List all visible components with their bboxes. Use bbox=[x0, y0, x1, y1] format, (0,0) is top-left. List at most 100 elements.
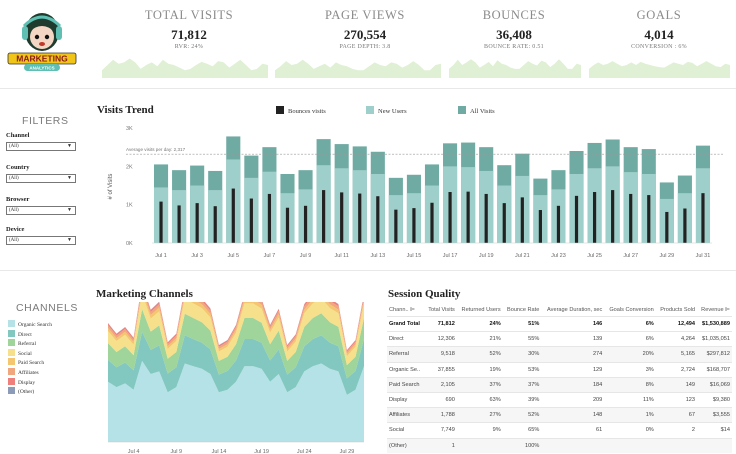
table-cell: 184 bbox=[541, 376, 605, 393]
legend-swatch bbox=[8, 387, 15, 395]
column-header[interactable]: Bounce Rate bbox=[506, 307, 540, 313]
kpi-title: TOTAL VISITS bbox=[144, 8, 234, 22]
kpi-subtitle: BOUNCE RATE: 0.51 bbox=[484, 44, 544, 50]
legend-swatch bbox=[8, 320, 15, 327]
column-header[interactable]: Goals Conversion bbox=[609, 307, 654, 313]
channel-legend-item[interactable]: Referral bbox=[8, 339, 36, 347]
table-cell: 20% bbox=[604, 346, 656, 363]
table-cell: 9,518 bbox=[424, 346, 457, 363]
channel-legend-item[interactable]: Direct bbox=[8, 329, 32, 338]
bar-bounces bbox=[376, 196, 380, 243]
table-cell: 27% bbox=[456, 407, 503, 423]
table-cell: 65% bbox=[502, 422, 542, 438]
table-cell: $297,812 bbox=[697, 346, 732, 363]
channel-legend-item[interactable]: Organic Search bbox=[8, 320, 52, 328]
table-cell: Organic Se.. bbox=[387, 361, 425, 378]
area-series-3 bbox=[108, 309, 364, 379]
legend-label: Bounces visits bbox=[288, 108, 326, 115]
legend-label: Affiliates bbox=[18, 370, 39, 376]
table-cell: $3,555 bbox=[697, 407, 732, 423]
table-cell: $14 bbox=[697, 422, 732, 438]
x-tick-label: Jul 19 bbox=[254, 449, 269, 454]
table-cell: 7,749 bbox=[424, 422, 457, 438]
browser-filter-select[interactable]: (All) ▼ bbox=[6, 206, 76, 215]
table-cell: 146 bbox=[541, 315, 605, 332]
reference-line-label: Average visits per day: 2,317 bbox=[126, 147, 186, 152]
table-cell: 63% bbox=[456, 391, 503, 408]
channel-legend-item[interactable]: (Other) bbox=[8, 387, 34, 395]
bar-bounces bbox=[159, 201, 163, 243]
table-row[interactable]: Direct 12,306 21% 55% 139 6% 4,264 $1,035,051 bbox=[387, 331, 732, 347]
column-header[interactable]: Revenue ⊫ bbox=[701, 307, 730, 313]
table-cell: 0% bbox=[604, 422, 656, 438]
bar-bounces bbox=[340, 192, 344, 243]
table-cell: 61 bbox=[541, 422, 605, 438]
bar-bounces bbox=[683, 208, 687, 243]
bar-bounces bbox=[629, 193, 633, 243]
country-filter-select[interactable]: (All) ▼ bbox=[6, 174, 76, 183]
y-tick-label: 1K bbox=[126, 203, 133, 209]
table-cell: 71,812 bbox=[424, 315, 457, 332]
legend-all-visits: All Visits bbox=[458, 106, 495, 115]
table-cell: 12,494 bbox=[655, 315, 698, 332]
table-cell: (Other) bbox=[387, 437, 425, 454]
table-cell: 1 bbox=[424, 437, 457, 454]
table-row[interactable]: Paid Search 2,105 37% 37% 184 8% 149 $16,069 bbox=[387, 376, 732, 393]
table-row[interactable]: Social 7,749 9% 65% 61 0% 2 $14 bbox=[387, 422, 732, 438]
channel-legend-item[interactable]: Affiliates bbox=[8, 368, 39, 376]
area-series-6 bbox=[108, 302, 364, 354]
bar-bounces bbox=[466, 191, 470, 243]
table-row[interactable]: Grand Total 71,812 24% 51% 146 6% 12,494 $1,530… bbox=[387, 315, 732, 332]
x-tick-label: Jul 19 bbox=[479, 253, 494, 259]
table-cell: 148 bbox=[541, 407, 605, 423]
table-cell: 5,165 bbox=[655, 346, 698, 363]
legend-swatch bbox=[8, 339, 15, 347]
chevron-down-icon: ▼ bbox=[67, 144, 72, 149]
kpi-value: 71,812 bbox=[171, 27, 207, 42]
legend-label: Paid Search bbox=[18, 360, 45, 367]
column-header[interactable]: Total Visits bbox=[428, 307, 455, 313]
column-header[interactable]: Chann.. ⊫ bbox=[389, 307, 416, 313]
table-cell: 129 bbox=[541, 361, 605, 378]
filter-label-channel: Channel bbox=[6, 132, 30, 139]
x-tick-label: Jul 1 bbox=[155, 253, 167, 259]
legend-label: Social bbox=[18, 350, 32, 357]
table-cell: 9% bbox=[456, 422, 503, 438]
table-row[interactable]: Affiliates 1,788 27% 52% 148 1% 67 $3,555 bbox=[387, 407, 732, 423]
device-filter-select[interactable]: (All) ▼ bbox=[6, 236, 76, 245]
x-tick-label: Jul 27 bbox=[623, 253, 638, 259]
visits-trend-title: Visits Trend bbox=[97, 104, 154, 116]
legend-swatch bbox=[8, 368, 15, 375]
table-cell: 21% bbox=[456, 331, 503, 347]
table-row[interactable]: (Other) 1 100% bbox=[387, 437, 732, 454]
legend-label: Organic Search bbox=[18, 322, 52, 328]
kpi-bounces: BOUNCES 36,408 BOUNCE RATE: 0.51 bbox=[439, 8, 589, 50]
table-row[interactable]: Organic Se.. 37,855 19% 53% 129 3% 2,724 $168,7… bbox=[387, 361, 732, 378]
sparkline-bounces bbox=[449, 59, 581, 78]
bar-bounces bbox=[412, 208, 416, 243]
x-tick-label: Jul 5 bbox=[227, 253, 239, 259]
chevron-down-icon: ▼ bbox=[67, 208, 72, 213]
kpi-value: 270,554 bbox=[343, 27, 387, 42]
x-tick-label: Jul 15 bbox=[407, 253, 422, 259]
column-header[interactable]: Average Duration, sec bbox=[547, 307, 603, 313]
x-tick-label: Jul 3 bbox=[191, 253, 203, 259]
bar-bounces bbox=[322, 190, 326, 243]
legend-label: (Other) bbox=[18, 389, 35, 396]
bar-bounces bbox=[574, 195, 579, 243]
column-header[interactable]: Returned Users bbox=[461, 307, 501, 313]
table-row[interactable]: Referral 9,518 52% 30% 274 20% 5,165 $297,812 bbox=[387, 346, 732, 363]
table-cell: 12,306 bbox=[424, 331, 457, 347]
column-header[interactable]: Products Sold bbox=[660, 307, 696, 313]
bar-bounces bbox=[611, 190, 615, 243]
channel-filter-select[interactable]: (All) ▼ bbox=[6, 142, 76, 151]
filters-title: FILTERS bbox=[22, 115, 69, 127]
y-axis-label: # of Visits bbox=[108, 174, 114, 200]
channel-legend-item[interactable]: Display bbox=[8, 377, 35, 386]
table-cell: 4,264 bbox=[655, 331, 698, 347]
session-quality-title: Session Quality bbox=[388, 288, 461, 300]
table-row[interactable]: Display 690 63% 39% 209 11% 123 $9,380 bbox=[387, 391, 732, 408]
channel-legend-item[interactable]: Paid Search bbox=[8, 358, 44, 366]
table-cell: Grand Total bbox=[387, 315, 425, 332]
channel-legend-item[interactable]: Social bbox=[8, 348, 32, 357]
